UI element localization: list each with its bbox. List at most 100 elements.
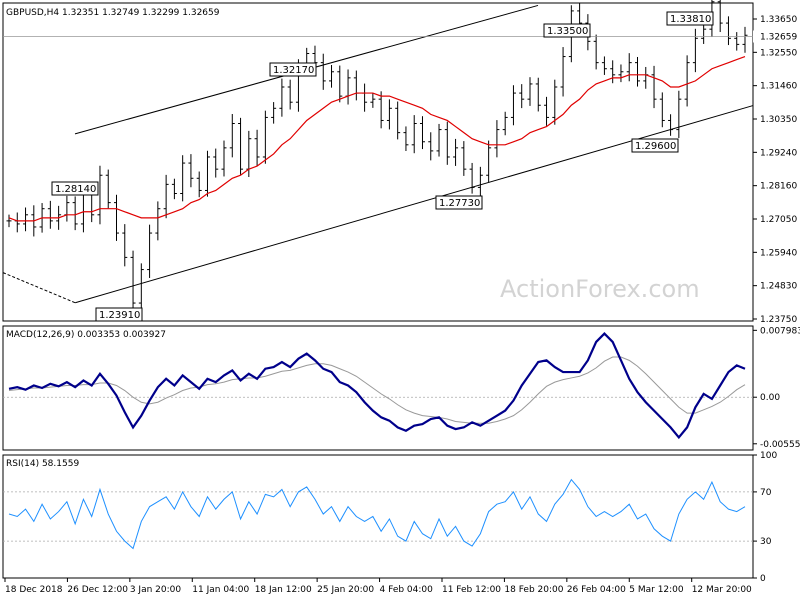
x-tick-label: 26 Dec 12:00: [67, 585, 128, 595]
watermark: ActionForex.com: [500, 275, 700, 303]
price-bar: [411, 115, 417, 154]
price-bar: [610, 60, 616, 84]
price-bar: [97, 165, 103, 225]
y-tick-label: 1.29240: [760, 148, 797, 158]
price-bar: [188, 154, 194, 188]
price-bar: [138, 263, 144, 310]
current-price-tag: 1.32659: [760, 33, 797, 43]
price-bar: [486, 140, 492, 183]
price-bar: [519, 84, 525, 109]
panel-texts: GBPUSD,H4 1.32351 1.32749 1.32299 1.3265…: [6, 8, 700, 469]
price-bar: [626, 53, 632, 82]
x-tick-label: 18 Dec 2018: [5, 585, 63, 595]
y-tick-label: 30: [760, 537, 772, 547]
y-tick-label: 0.00: [760, 393, 780, 403]
price-bar: [403, 126, 409, 152]
rsi-panel: [3, 478, 753, 550]
trend-line: [75, 105, 754, 304]
rsi-title: RSI(14) 58.1559: [6, 459, 79, 469]
x-tick-label: 5 Mar 12:00: [629, 585, 684, 595]
price-annotation: 1.32170: [269, 62, 317, 77]
price-bar: [461, 141, 467, 176]
panel-frame-0: [2, 2, 754, 322]
macd-line: [8, 331, 746, 440]
price-bar: [213, 148, 219, 178]
macd-panel: [3, 331, 753, 440]
x-tick-label: 18 Feb 20:00: [504, 585, 563, 595]
price-bar: [419, 116, 425, 150]
panel-frame-2: [2, 454, 754, 579]
x-tick-label: 3 Jan 20:00: [130, 585, 182, 595]
price-bar: [701, 23, 707, 44]
price-bar: [221, 140, 227, 177]
price-bar: [386, 99, 392, 130]
y-tick-label: 1.31460: [760, 82, 797, 92]
y-tick-label: 1.24830: [760, 282, 797, 292]
axes: 1.33650 1.32550 1.31460 1.30350 1.29240 1.281…: [4, 15, 800, 595]
price-bar: [72, 196, 78, 231]
price-bar: [618, 64, 624, 83]
price-bar: [287, 79, 293, 110]
annotation-label: 1.33810: [670, 14, 711, 25]
price-bar: [510, 85, 516, 126]
price-bar: [23, 207, 29, 232]
price-bar: [370, 93, 376, 108]
price-bar: [147, 224, 153, 278]
moving-average: [3, 36, 753, 222]
y-tick-label: 1.23750: [760, 315, 797, 325]
price-bar: [130, 250, 136, 310]
x-tick-label: 18 Jan 12:00: [255, 585, 312, 595]
annotation-box: [631, 138, 679, 153]
y-tick-label: 1.30350: [760, 115, 797, 125]
price-bar: [651, 65, 657, 109]
x-tick-label: 26 Feb 04:00: [567, 585, 626, 595]
chart-frames: [2, 2, 754, 579]
price-bar: [502, 111, 508, 136]
price-bar: [105, 169, 111, 209]
price-bar: [593, 34, 599, 70]
price-bar: [734, 32, 740, 51]
y-tick-label: 1.33650: [760, 15, 797, 25]
price-bar: [477, 166, 483, 196]
y-tick-label: 0.007983: [760, 326, 800, 336]
annotation-label: 1.23910: [99, 310, 140, 321]
annotation-box: [51, 181, 99, 196]
price-bar: [436, 123, 442, 157]
price-annotation: 1.29600: [631, 138, 679, 153]
annotation-box: [666, 11, 714, 26]
price-bar: [196, 171, 202, 198]
y-tick-label: 70: [760, 488, 772, 498]
price-bar: [163, 174, 169, 219]
price-bar: [180, 155, 186, 202]
price-bar: [114, 194, 120, 241]
price-bar: [337, 65, 343, 103]
price-bar: [634, 56, 640, 87]
price-bar: [552, 79, 558, 125]
main-title: GBPUSD,H4 1.32351 1.32749 1.32299 1.3265…: [6, 8, 220, 18]
x-tick-label: 4 Feb 04:00: [380, 585, 434, 595]
macd-signal-line: [8, 356, 746, 424]
price-bar: [279, 78, 285, 117]
price-bar: [560, 47, 566, 97]
price-bar: [692, 28, 698, 73]
price-bar: [155, 201, 161, 241]
x-tick-label: 11 Feb 12:00: [442, 585, 501, 595]
price-bar: [494, 120, 500, 158]
annotation-label: 1.27730: [439, 198, 480, 209]
y-tick-label: -0.005559: [760, 440, 800, 450]
price-bar: [544, 96, 550, 126]
price-bar: [6, 214, 12, 228]
x-tick-label: 11 Jan 04:00: [192, 585, 249, 595]
macd-title: MACD(12,26,9) 0.003353 0.003927: [6, 330, 166, 340]
price-bar: [329, 65, 335, 88]
price-bar: [444, 121, 450, 165]
price-bar: [668, 114, 674, 136]
annotation-box: [95, 307, 143, 322]
price-bar: [254, 129, 260, 166]
x-tick-label: 12 Mar 20:00: [692, 585, 752, 595]
annotation-label: 1.29600: [635, 141, 676, 152]
annotation-box: [543, 23, 591, 38]
price-bar: [742, 26, 748, 53]
ma-line: [8, 55, 746, 222]
